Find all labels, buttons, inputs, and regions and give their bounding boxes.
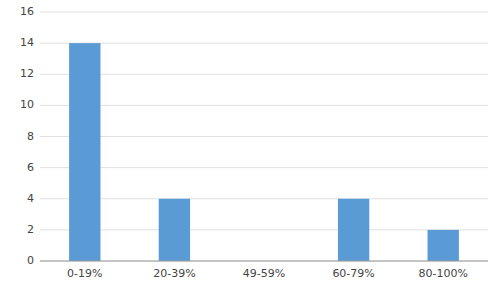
x-tick-label: 49-59% [243,267,285,280]
y-tick-label: 14 [20,36,34,49]
y-tick-label: 12 [20,67,34,80]
grid-line [40,43,488,44]
y-tick-label: 2 [27,223,34,236]
y-tick-label: 6 [27,161,34,174]
x-tick-label: 80-100% [418,267,467,280]
x-axis: 0-19% 20-39% 49-59% 60-79% 80-100% [40,261,488,280]
grid-line [40,74,488,75]
grid [40,12,488,261]
grid-line [40,261,488,262]
grid-line [40,167,488,168]
grid-line [40,136,488,137]
x-tick-label: 20-39% [153,267,195,280]
bar [338,199,369,261]
y-tick-label: 10 [20,98,34,111]
grid-line [40,229,488,230]
bar [69,43,100,261]
grid-line [40,12,488,13]
bar [428,230,459,261]
grid-line [40,198,488,199]
x-tick-label: 60-79% [332,267,374,280]
chart-container: 0 2 4 6 8 10 12 14 16 0-19% 20-39% 49-59% 60-79% 80-1… [0,0,500,291]
y-tick-label: 4 [27,192,34,205]
y-tick-label: 8 [27,130,34,143]
chart-svg: 0 2 4 6 8 10 12 14 16 0-19% 20-39% 49-59% 60-79% 80-1… [0,0,500,291]
bars [69,43,459,261]
x-tick-label: 0-19% [67,267,102,280]
y-tick-label: 16 [20,5,34,18]
grid-line [40,105,488,106]
x-axis-line [40,261,488,262]
y-axis: 0 2 4 6 8 10 12 14 16 [20,5,34,267]
y-tick-label: 0 [27,254,34,267]
bar [159,199,190,261]
